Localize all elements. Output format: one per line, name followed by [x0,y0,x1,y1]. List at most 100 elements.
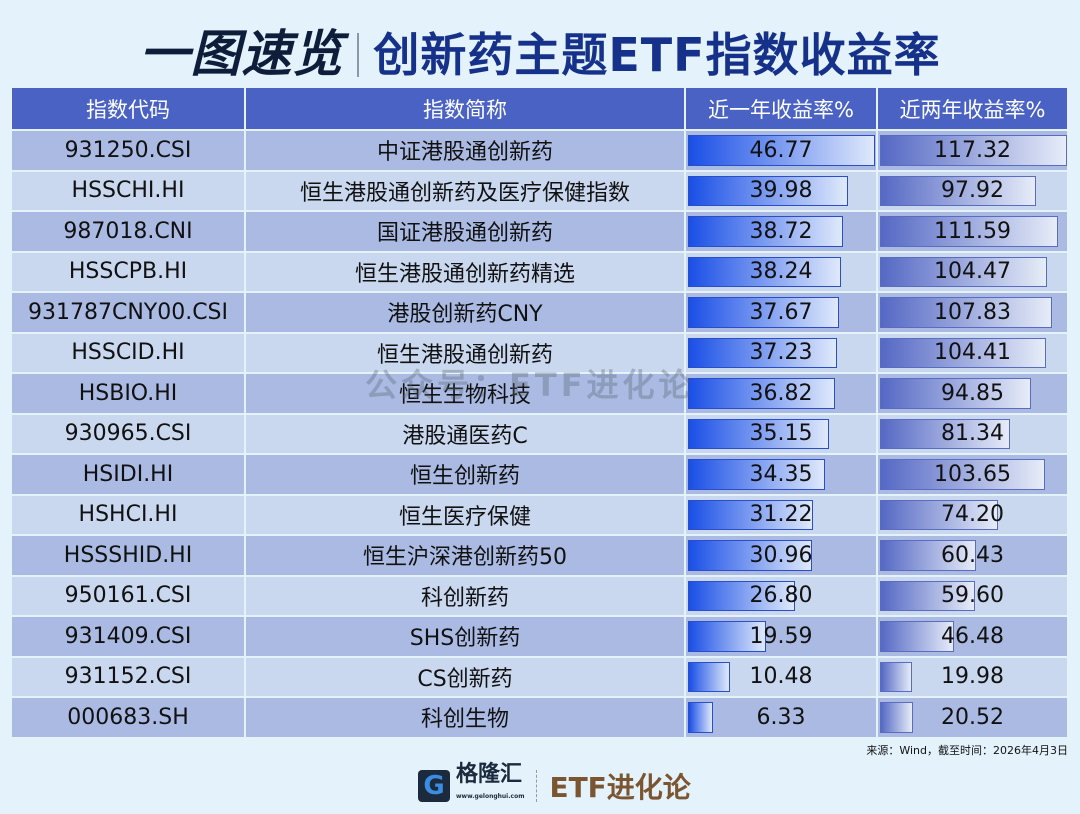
return-2y-value: 94.85 [941,380,1004,406]
index-code: 931787CNY00.CSI [12,292,246,334]
return-2y-bar [880,702,913,733]
return-2y-cell: 19.98 [877,656,1069,698]
return-1y-value: 19.59 [749,623,813,649]
return-1y-bar [688,135,876,166]
return-1y-bar [688,297,839,328]
return-1y-cell: 46.77 [685,130,878,172]
brand-url: www.gelonghui.com [456,793,525,800]
return-1y-bar [688,337,837,368]
footer-divider [536,770,538,802]
return-2y-value: 60.43 [941,542,1004,568]
return-2y-value: 46.48 [941,623,1004,649]
return-2y-value: 111.59 [934,218,1011,244]
index-name: 恒生医疗保健 [245,494,686,536]
return-2y-bar [880,216,1058,247]
index-name: 科创生物 [245,697,686,739]
return-2y-bar [880,256,1047,287]
return-2y-value: 117.32 [934,137,1011,163]
table-row: HSSCID.HI 恒生港股通创新药 37.23 104.41 [12,332,1069,374]
header-name: 指数简称 [245,88,686,131]
return-1y-cell: 30.96 [685,535,878,577]
return-2y-bar [880,540,977,571]
header-2y: 近两年收益率% [877,88,1069,131]
return-2y-bar [880,580,975,611]
source-note: 来源：Wind，截至时间：2026年4月3日 [866,744,1068,757]
return-1y-value: 37.67 [749,299,813,325]
return-2y-value: 59.60 [941,583,1004,609]
index-code: 000683.SH [12,697,246,739]
index-name: 恒生创新药 [245,454,686,496]
table-row: 931152.CSI CS创新药 10.48 19.98 [12,656,1069,698]
table-header: 指数代码 指数简称 近一年收益率% 近两年收益率% [12,88,1069,131]
return-1y-value: 26.80 [749,583,813,609]
return-1y-cell: 6.33 [685,697,878,739]
return-1y-bar [688,499,813,530]
return-2y-bar [880,418,1010,449]
return-1y-value: 31.22 [749,502,813,528]
page-title: 一图速览 创新药主题ETF指数收益率 [0,14,1080,86]
return-2y-cell: 46.48 [877,616,1069,658]
return-1y-value: 30.96 [749,542,813,568]
return-2y-bar [880,499,999,530]
return-1y-cell: 36.82 [685,373,878,415]
index-code: 931409.CSI [12,616,246,658]
table-row: 950161.CSI 科创新药 26.80 59.60 [12,575,1069,617]
return-2y-bar [880,378,1032,409]
return-2y-bar [880,135,1067,166]
title-right: 创新药主题ETF指数收益率 [373,28,941,82]
index-name: SHS创新药 [245,616,686,658]
table-row: HSSCHI.HI 恒生港股通创新药及医疗保健指数 39.98 97.92 [12,170,1069,212]
return-1y-value: 46.77 [749,137,813,163]
watermark: 公众号：ETF进化论 [365,366,695,404]
index-code: 931152.CSI [12,656,246,698]
return-1y-bar [688,418,829,449]
return-2y-value: 104.41 [934,340,1011,366]
return-1y-cell: 19.59 [685,616,878,658]
return-1y-value: 34.35 [749,461,813,487]
index-code: 950161.CSI [12,575,246,617]
return-1y-value: 36.82 [749,380,813,406]
header-1y: 近一年收益率% [685,88,878,131]
index-code: 931250.CSI [12,130,246,172]
return-1y-bar [688,702,714,733]
index-name: 科创新药 [245,575,686,617]
table-row: HSHCI.HI 恒生医疗保健 31.22 74.20 [12,494,1069,536]
column-name: ETF进化论 [549,771,691,804]
return-1y-bar [688,621,767,652]
footer-logo: G 格隆汇 www.gelonghui.com ETF进化论 [418,764,691,808]
table-row: 931787CNY00.CSI 港股创新药CNY 37.67 107.83 [12,292,1069,334]
return-1y-value: 6.33 [756,704,806,730]
return-1y-bar [688,580,796,611]
table-row: 931409.CSI SHS创新药 19.59 46.48 [12,616,1069,658]
return-2y-bar [880,621,955,652]
index-code: HSBIO.HI [12,373,246,415]
return-1y-cell: 37.67 [685,292,878,334]
return-2y-cell: 111.59 [877,211,1069,253]
return-2y-value: 19.98 [941,664,1004,690]
return-1y-cell: 35.15 [685,413,878,455]
return-2y-cell: 74.20 [877,494,1069,536]
return-1y-value: 39.98 [749,178,813,204]
table-row: HSSSHID.HI 恒生沪深港创新药50 30.96 60.43 [12,535,1069,577]
return-2y-value: 97.92 [941,178,1004,204]
return-2y-bar [880,661,912,692]
return-1y-cell: 34.35 [685,454,878,496]
return-1y-value: 10.48 [749,664,813,690]
index-name: 恒生港股通创新药 [245,332,686,374]
return-2y-cell: 97.92 [877,170,1069,212]
table-row: 931250.CSI 中证港股通创新药 46.77 117.32 [12,130,1069,172]
index-code: HSIDI.HI [12,454,246,496]
return-2y-value: 81.34 [941,421,1004,447]
index-name: 恒生港股通创新药精选 [245,251,686,293]
table-row: 000683.SH 科创生物 6.33 20.52 [12,697,1069,739]
return-2y-cell: 81.34 [877,413,1069,455]
return-2y-bar [880,297,1052,328]
return-1y-cell: 26.80 [685,575,878,617]
index-name: 国证港股通创新药 [245,211,686,253]
index-name: 恒生沪深港创新药50 [245,535,686,577]
return-1y-bar [688,256,841,287]
table-row: HSIDI.HI 恒生创新药 34.35 103.65 [12,454,1069,496]
index-code: HSSSHID.HI [12,535,246,577]
table-row: 930965.CSI 港股通医药C 35.15 81.34 [12,413,1069,455]
return-2y-cell: 117.32 [877,130,1069,172]
